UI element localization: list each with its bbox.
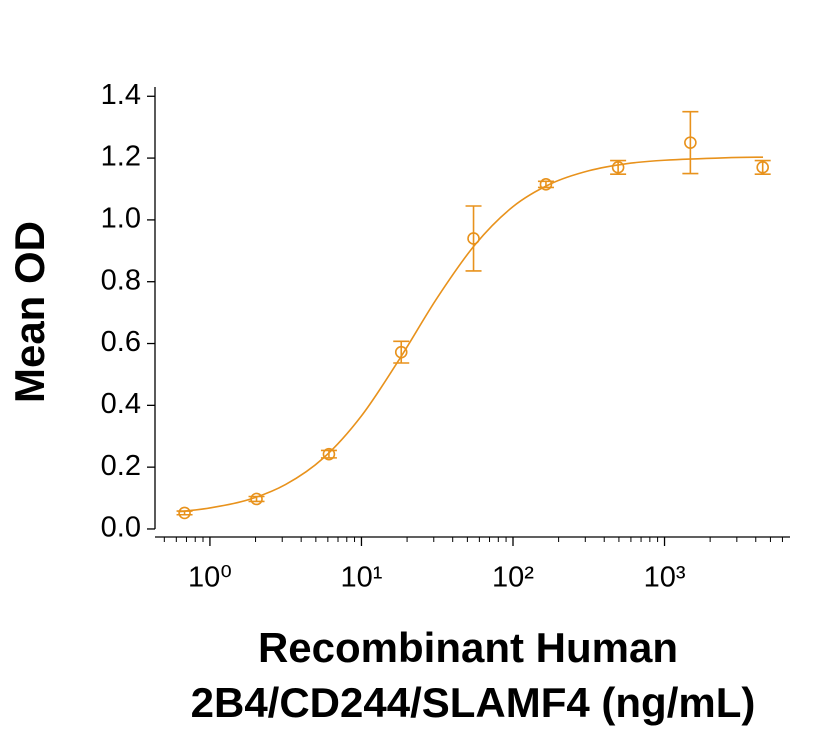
y-tick-label: 1.2 bbox=[101, 141, 141, 173]
y-tick-label: 0.4 bbox=[101, 388, 141, 420]
y-tick-label: 1.0 bbox=[101, 203, 141, 235]
data-point bbox=[684, 136, 697, 149]
data-point bbox=[611, 161, 625, 174]
y-tick-label: 0.2 bbox=[101, 450, 141, 482]
x-axis-label: 2B4/CD244/SLAMF4 (ng/mL) bbox=[191, 679, 756, 726]
data-point bbox=[322, 447, 336, 461]
y-tick-label: 0.6 bbox=[101, 326, 141, 358]
data-point bbox=[539, 178, 553, 191]
x-tick-label: 10⁰ bbox=[188, 562, 232, 594]
x-tick-label: 10² bbox=[492, 562, 534, 594]
y-tick-label: 1.4 bbox=[101, 79, 141, 111]
y-axis-label: Mean OD bbox=[6, 221, 53, 403]
data-point bbox=[467, 232, 480, 245]
x-tick-label: 10¹ bbox=[341, 562, 383, 594]
data-point bbox=[178, 506, 191, 520]
x-tick-label: 10³ bbox=[644, 562, 686, 594]
y-tick-label: 0.8 bbox=[101, 264, 141, 296]
x-axis-label: Recombinant Human bbox=[258, 624, 678, 671]
y-tick-label: 0.0 bbox=[101, 512, 141, 544]
data-point bbox=[394, 345, 408, 359]
data-point bbox=[250, 492, 263, 506]
fit-curve bbox=[179, 156, 764, 513]
data-point bbox=[756, 161, 769, 174]
